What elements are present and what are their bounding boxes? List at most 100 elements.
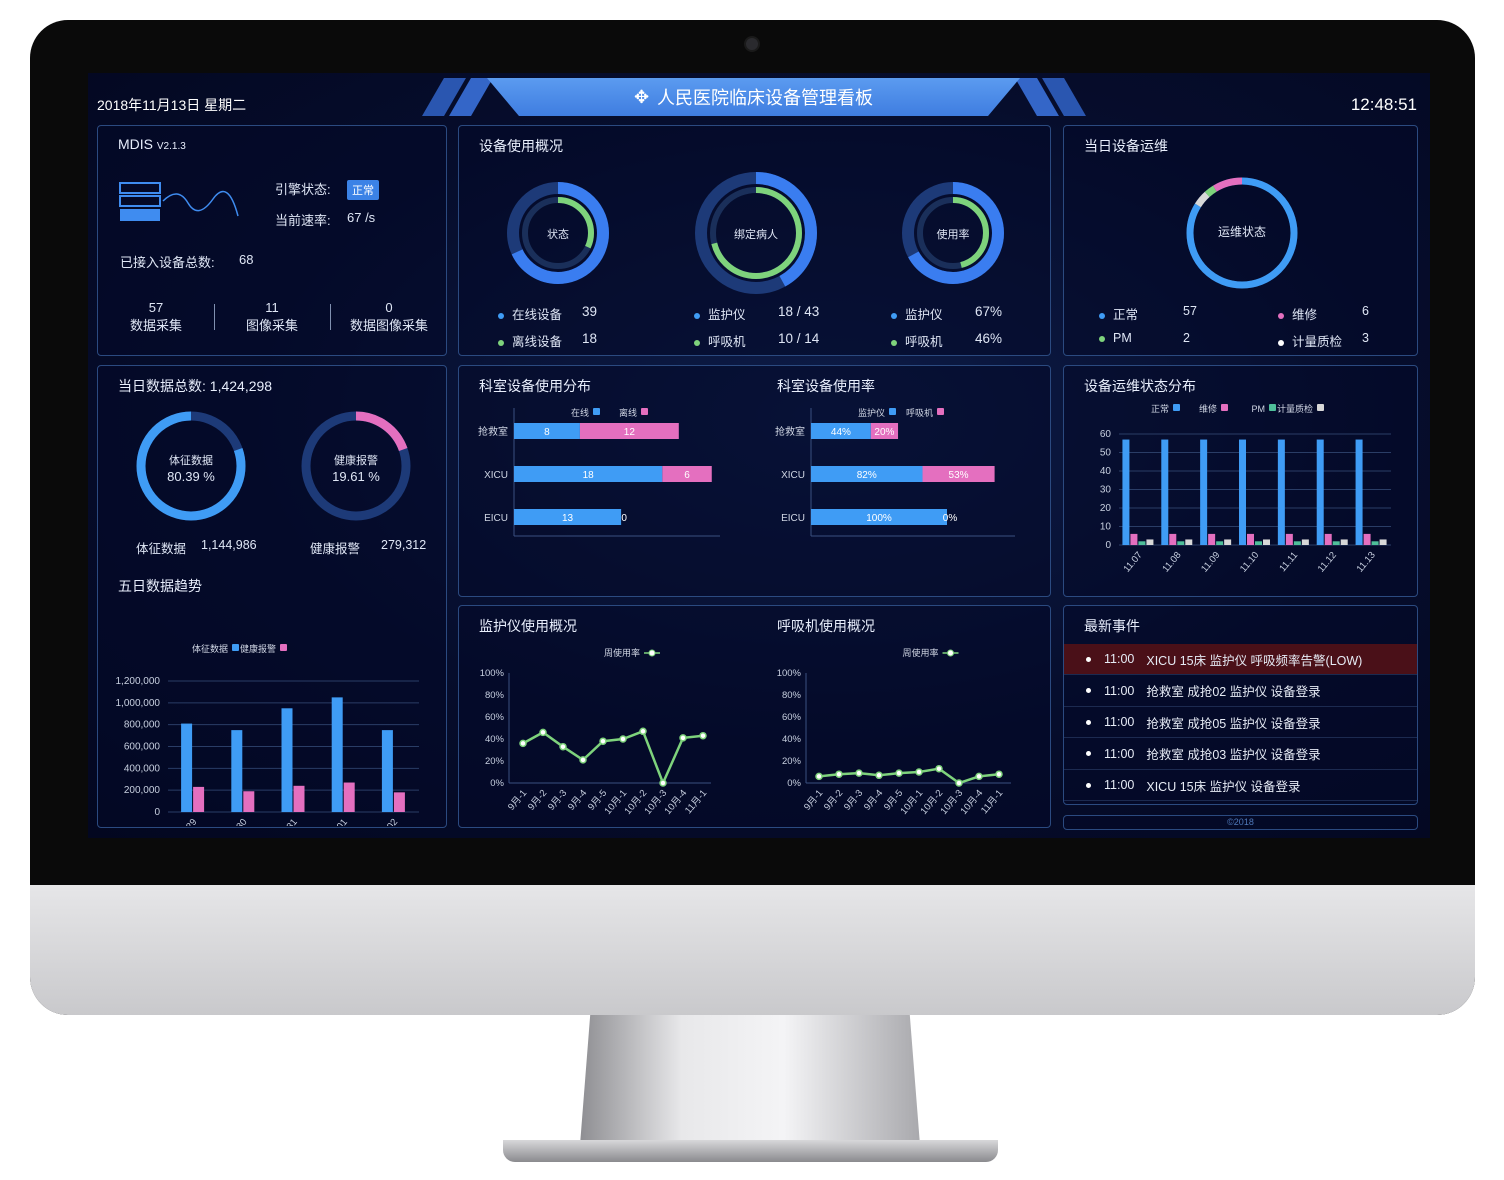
bar-维修 [1363, 533, 1371, 545]
system-panel: MDIS V2.1.3 引擎状态: 正常 当前速率: 67 /s 已接入设备总数… [97, 125, 447, 356]
donut-inner-arc [710, 187, 802, 279]
camera [744, 36, 760, 52]
legend-value: 67% [975, 304, 1003, 319]
legend-label: 计量质检 [1277, 403, 1313, 414]
x-tick-label: 9月-4 [862, 788, 885, 813]
bar-PM [1332, 541, 1340, 545]
x-tick-label: 11.12 [1316, 550, 1339, 575]
y-tick-label: 80% [782, 690, 802, 701]
legend-item: PM [1099, 331, 1132, 345]
bar-呼吸机 [870, 423, 899, 439]
bar-在线 [514, 509, 622, 525]
data-donut [301, 411, 411, 521]
event-text: 抢救室 成抢03 监护仪 设备登录 [1146, 748, 1321, 763]
legend-swatch [937, 408, 944, 415]
legend-label: 监护仪 [708, 308, 746, 322]
stat-label: 图像采集 [245, 318, 298, 333]
data-point [639, 727, 647, 736]
legend-label: 离线 [619, 407, 637, 418]
bar-value-label: 0 [621, 513, 627, 524]
bullet-icon [1086, 751, 1091, 757]
bar-维修 [1208, 533, 1216, 545]
stat-image: 11 图像采集 [214, 300, 330, 334]
event-row[interactable]: 11:00 XICU 15床 监护仪 设备登录 [1064, 770, 1417, 802]
engine-status-badge: 正常 [347, 180, 379, 200]
event-time: 11:00 [1104, 715, 1135, 730]
x-tick-label: 11.07 [1121, 550, 1144, 575]
bar-计量质检 [1263, 539, 1270, 545]
legend-item: 在线设备 [498, 304, 562, 323]
y-tick-label: 0% [490, 778, 504, 789]
bar-value-label: 8 [544, 427, 550, 438]
usage-donut [695, 172, 817, 294]
legend-item: 呼吸机 [694, 331, 746, 350]
engine-status-label: 引擎状态: [275, 182, 331, 197]
x-tick-label: 9月-1 [506, 788, 529, 813]
legend-value: 2 [1183, 331, 1190, 345]
bar-计量质检 [1224, 539, 1232, 545]
donut-outer-arc [507, 182, 609, 284]
x-tick-label: 11月-1 [683, 788, 709, 816]
y-tick-label: 40 [1100, 466, 1112, 477]
legend-dot [1099, 335, 1105, 342]
y-tick-label: 600,000 [124, 742, 161, 753]
bar-value-label: 100% [866, 513, 892, 524]
bar-value-label: 20% [874, 427, 894, 438]
stat-data: 57 数据采集 [98, 300, 214, 334]
bar-计量质检 [1185, 539, 1193, 545]
x-tick-label: 11.01 [327, 817, 350, 826]
bar-正常 [1355, 439, 1363, 545]
event-row[interactable]: 11:00 抢救室 成抢05 监护仪 设备登录 [1064, 707, 1417, 739]
bar-健康报警 [393, 792, 405, 812]
event-row[interactable]: 11:00 抢救室 成抢03 监护仪 设备登录 [1064, 739, 1417, 770]
data-point [995, 770, 1003, 778]
y-tick-label: 0 [1105, 540, 1111, 551]
legend-item: 维修 [1278, 304, 1317, 323]
stat-data-image: 0 数据图像采集 [330, 300, 448, 334]
data-point [619, 735, 627, 743]
bar-正常 [1200, 439, 1208, 545]
legend-swatch [641, 408, 648, 415]
legend-value: 3 [1362, 331, 1369, 345]
dashboard-screen: 2018年11月13日 星期二 ✥ 人民医院临床设备管理看板 12:48:51 … [88, 73, 1430, 838]
server-icon [119, 182, 239, 221]
donut-center-label: 绑定病人 [734, 229, 778, 241]
bar-value-label: 18 [583, 470, 595, 481]
data-point [699, 731, 707, 740]
legend-swatch [889, 408, 896, 415]
event-row[interactable]: 11:00 抢救室 成抢02 监护仪 设备登录 [1064, 676, 1417, 707]
maintenance-status-chart: 正常 维修 PM 计量质检 0 10 20 30 40 50 60 11.07 11.08 11.09 11… [1100, 403, 1391, 575]
x-tick-label: 10月-4 [663, 788, 690, 817]
maintenance-status-panel: 设备运维状态分布 正常 维修 PM 计量质检 0 10 20 30 40 50 60 11.07 11.… [1063, 365, 1418, 597]
event-time: 11:00 [1104, 652, 1135, 666]
y-tick-label: 200,000 [124, 785, 161, 796]
legend-swatch [593, 408, 600, 415]
bar-PM [1216, 541, 1224, 545]
stat-value: 11 [265, 300, 279, 315]
event-time: 11:00 [1104, 746, 1135, 761]
legend-dot [694, 312, 700, 319]
x-tick-label: 11月-1 [979, 788, 1005, 816]
bullet-icon [1086, 656, 1091, 662]
y-tick-label: 40% [782, 734, 802, 745]
bar-体征数据 [331, 697, 343, 812]
header-date: 2018年11月13日 星期二 [97, 97, 247, 113]
usage-donut [507, 182, 609, 284]
legend-marker [947, 649, 954, 657]
rate-title: 科室设备使用率 [777, 378, 875, 394]
data-point [915, 768, 923, 776]
legend-item: 计量质检 [1278, 331, 1342, 350]
data-point [599, 737, 607, 745]
donut-center-label: 体征数据 [169, 455, 213, 467]
y-tick-label: 800,000 [124, 720, 161, 731]
legend-label: 呼吸机 [906, 407, 933, 418]
bar-在线 [514, 466, 663, 482]
bar-PM [1138, 541, 1146, 545]
legend-swatch [280, 644, 287, 651]
bullet-icon [1086, 719, 1091, 725]
event-row[interactable]: 11:00 XICU 15床 监护仪 呼吸频率告警(LOW) [1064, 644, 1417, 675]
donut-caption-value: 279,312 [381, 538, 427, 552]
y-tick-label: 60 [1100, 429, 1112, 440]
bar-正常 [1316, 439, 1324, 545]
